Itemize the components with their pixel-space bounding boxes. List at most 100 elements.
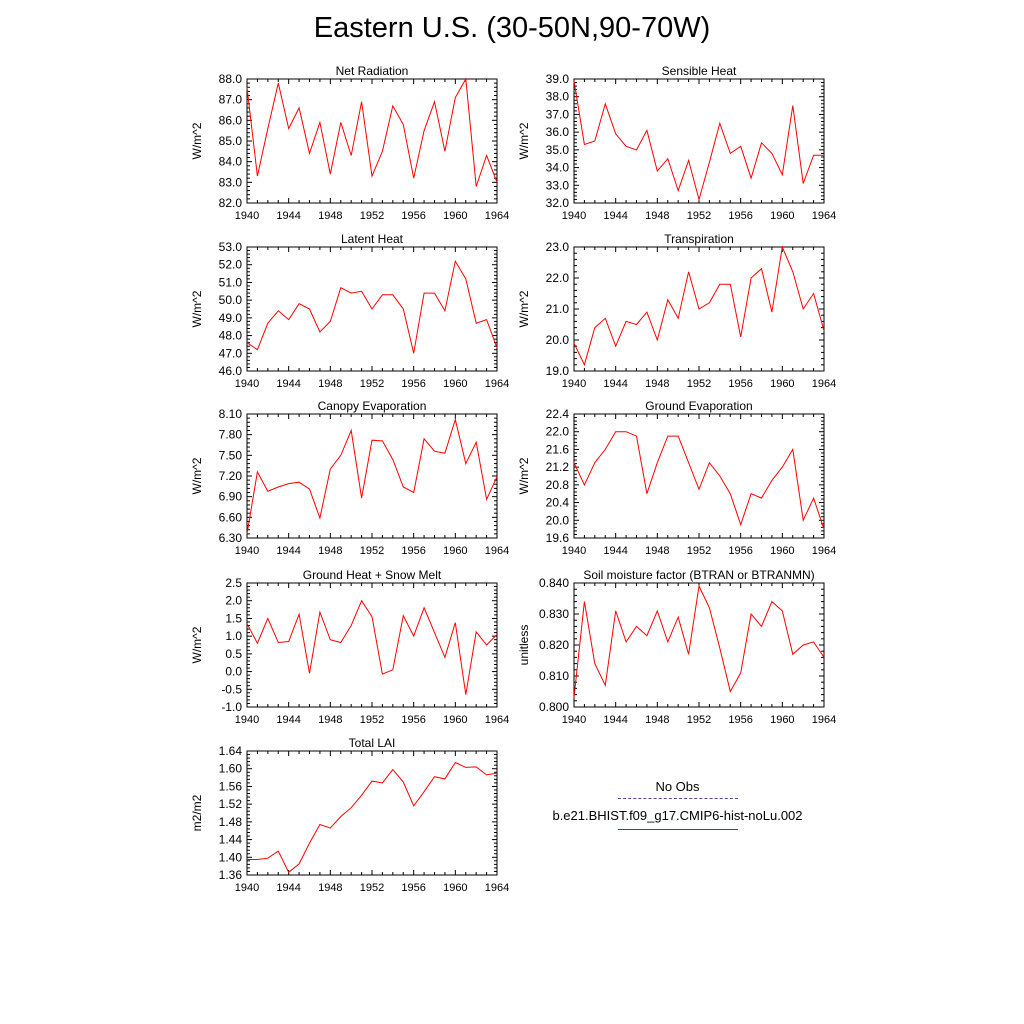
- figure-title: Eastern U.S. (30-50N,90-70W): [313, 12, 711, 44]
- y-tick-label: 22.4: [546, 407, 570, 421]
- series-line: [246, 417, 498, 534]
- y-tick-label: 1.44: [219, 833, 243, 847]
- y-tick-label: 19.0: [546, 364, 570, 378]
- y-tick-label: 2.0: [225, 594, 242, 608]
- x-tick-label: 1948: [318, 210, 342, 222]
- x-tick-label: 1944: [276, 545, 300, 557]
- y-tick-label: 23.0: [546, 240, 570, 254]
- plot-frame: [573, 413, 825, 539]
- plot-frame: [573, 582, 825, 708]
- y-tick-label: 0.5: [225, 647, 242, 661]
- x-tick-label: 1952: [360, 545, 384, 557]
- y-tick-label: 1.0: [225, 629, 242, 643]
- x-tick-label: 1948: [645, 545, 669, 557]
- y-tick-label: 7.50: [219, 448, 243, 462]
- y-axis-label: W/m^2: [190, 122, 204, 159]
- plot-frame: [246, 582, 498, 708]
- y-tick-label: 1.56: [219, 779, 243, 793]
- legend: No Obs b.e21.BHIST.f09_g17.CMIP6-hist-no…: [530, 778, 825, 830]
- y-tick-label: 0.840: [539, 576, 569, 590]
- x-tick-label: 1944: [276, 882, 300, 894]
- x-tick-label: 1960: [770, 545, 794, 557]
- series-line: [573, 245, 825, 367]
- series-line: [246, 259, 498, 354]
- y-tick-label: 83.0: [219, 175, 243, 189]
- x-tick-label: 1948: [645, 714, 669, 726]
- y-tick-label: 85.0: [219, 134, 243, 148]
- x-tick-label: 1948: [645, 378, 669, 390]
- x-tick-label: 1944: [603, 210, 627, 222]
- panel-5: 1940 1944 1948 1952 1956 1960 1964 6.30 6.60 6.90…: [190, 399, 509, 557]
- y-tick-label: 51.0: [219, 275, 243, 289]
- x-tick-label: 1960: [770, 378, 794, 390]
- plot-frame: [246, 413, 498, 539]
- y-tick-label: 20.8: [546, 478, 570, 492]
- y-tick-label: 0.830: [539, 607, 569, 621]
- x-tick-label: 1952: [687, 545, 711, 557]
- y-tick-label: 20.4: [546, 496, 570, 510]
- x-tick-label: 1956: [728, 714, 752, 726]
- y-tick-label: 7.20: [219, 469, 243, 483]
- y-tick-label: 37.0: [546, 107, 570, 121]
- x-tick-label: 1940: [235, 714, 259, 726]
- panel-title: Transpiration: [664, 232, 734, 246]
- y-tick-label: 86.0: [219, 113, 243, 127]
- y-axis-label: W/m^2: [517, 457, 531, 494]
- y-tick-label: 36.0: [546, 125, 570, 139]
- y-tick-label: 20.0: [546, 333, 570, 347]
- y-tick-label: 1.52: [219, 797, 243, 811]
- x-tick-label: 1940: [235, 882, 259, 894]
- y-tick-label: 0.810: [539, 669, 569, 683]
- y-tick-label: 88.0: [219, 72, 243, 86]
- panel-title: Net Radiation: [336, 64, 409, 78]
- x-tick-label: 1956: [401, 714, 425, 726]
- x-tick-label: 1944: [603, 545, 627, 557]
- panel-title: Latent Heat: [341, 232, 404, 246]
- panel-8: 1940 1944 1948 1952 1956 1960 1964 0.800 0.810 0.…: [517, 568, 836, 726]
- panel-1: 1940 1944 1948 1952 1956 1960 1964 82.0 83.0 84.0…: [190, 64, 509, 222]
- y-axis-label: W/m^2: [517, 122, 531, 159]
- y-tick-label: 48.0: [219, 329, 243, 343]
- x-tick-label: 1960: [443, 545, 467, 557]
- y-tick-label: 87.0: [219, 93, 243, 107]
- series-line: [246, 599, 498, 695]
- x-tick-label: 1940: [562, 378, 586, 390]
- x-tick-label: 1956: [401, 210, 425, 222]
- series-line: [247, 761, 498, 874]
- x-tick-label: 1940: [235, 210, 259, 222]
- x-tick-label: 1944: [276, 378, 300, 390]
- y-tick-label: 21.0: [546, 302, 570, 316]
- x-tick-label: 1948: [318, 714, 342, 726]
- x-tick-label: 1944: [276, 210, 300, 222]
- x-tick-label: 1952: [360, 210, 384, 222]
- y-tick-label: 1.48: [219, 815, 243, 829]
- y-tick-label: 21.2: [546, 460, 570, 474]
- y-tick-label: 1.60: [219, 762, 243, 776]
- panel-title: Canopy Evaporation: [318, 399, 427, 413]
- x-tick-label: 1964: [812, 714, 836, 726]
- y-tick-label: 39.0: [546, 72, 570, 86]
- x-tick-label: 1960: [443, 882, 467, 894]
- x-tick-label: 1952: [360, 714, 384, 726]
- y-tick-label: 50.0: [219, 293, 243, 307]
- x-tick-label: 1964: [485, 882, 509, 894]
- plot-frame: [246, 750, 498, 876]
- x-tick-label: 1952: [360, 882, 384, 894]
- y-tick-label: 0.800: [539, 700, 569, 714]
- y-axis-label: W/m^2: [190, 626, 204, 663]
- x-tick-label: 1956: [401, 378, 425, 390]
- y-tick-label: 34.0: [546, 161, 570, 175]
- plot-frame: [246, 78, 498, 204]
- x-tick-label: 1940: [235, 378, 259, 390]
- y-axis-label: W/m^2: [190, 457, 204, 494]
- y-tick-label: 35.0: [546, 143, 570, 157]
- y-tick-label: 1.36: [219, 868, 243, 882]
- x-tick-label: 1956: [728, 210, 752, 222]
- y-tick-label: 52.0: [219, 258, 243, 272]
- panel-4: 1940 1944 1948 1952 1956 1960 1964 19.0 20.0 21.0…: [517, 232, 836, 390]
- x-tick-label: 1960: [443, 378, 467, 390]
- x-tick-label: 1960: [770, 210, 794, 222]
- y-tick-label: 6.30: [219, 531, 243, 545]
- y-tick-label: 1.64: [219, 744, 243, 758]
